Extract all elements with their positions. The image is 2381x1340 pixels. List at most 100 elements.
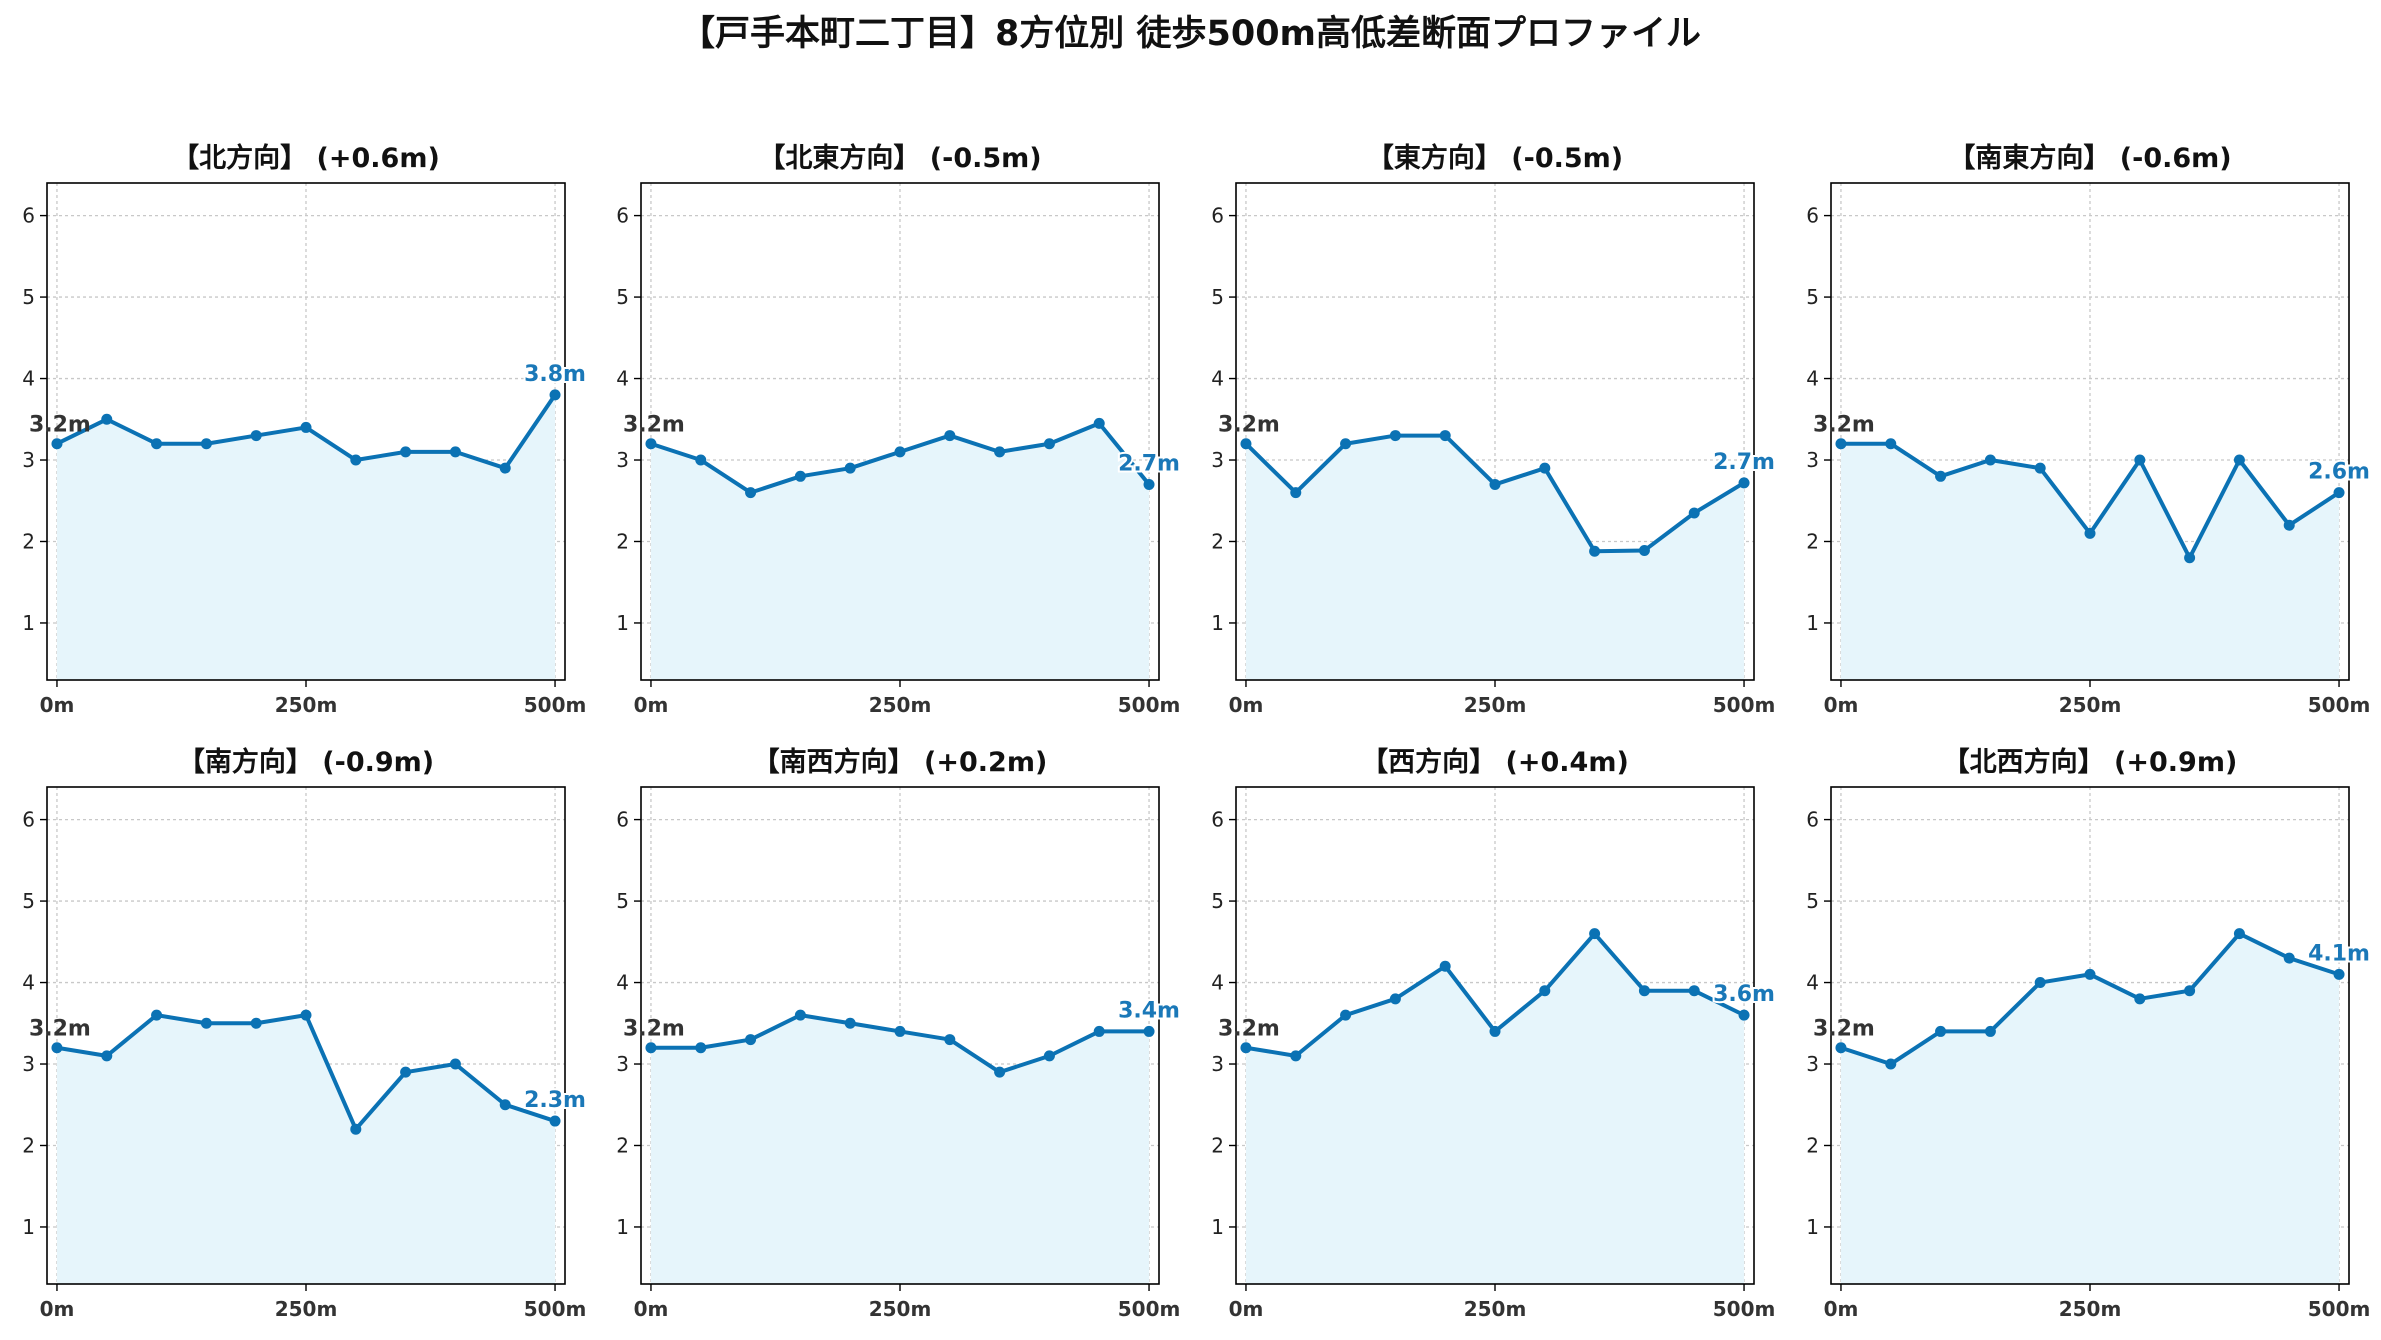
data-point: [350, 454, 362, 466]
y-tick-label: 3: [1211, 1052, 1224, 1076]
data-point: [101, 413, 113, 425]
subplot-8: 【北西方向】 (+0.9m) 1 2 3 4 5 6 0m 250m 500m 3.2m 4.1m: [1806, 746, 2372, 1321]
data-point: [499, 462, 511, 474]
x-tick-label: 0m: [1824, 693, 1859, 717]
subplot-title: 【西方向】 (+0.4m): [1361, 746, 1629, 778]
data-point: [2084, 527, 2096, 539]
data-point: [2283, 519, 2295, 531]
data-point: [944, 430, 956, 442]
data-point: [2084, 968, 2096, 980]
data-point: [300, 1009, 312, 1021]
data-point: [151, 1009, 163, 1021]
y-tick-label: 3: [616, 1052, 629, 1076]
y-tick-label: 3: [616, 448, 629, 472]
data-point: [1240, 1042, 1252, 1054]
y-tick-label: 4: [616, 367, 629, 391]
start-label: 3.2m: [1218, 1017, 1280, 1042]
area-fill: [1840, 443, 2340, 680]
subplot-title: 【南東方向】 (-0.6m): [1948, 142, 2231, 174]
x-tick-label: 500m: [2308, 1297, 2371, 1321]
area-fill: [56, 394, 556, 680]
area-fill: [1245, 435, 1745, 680]
data-point: [1688, 985, 1700, 997]
y-tick-label: 1: [616, 611, 629, 635]
end-label: 2.3m: [524, 1088, 586, 1113]
start-label: 3.2m: [1218, 413, 1280, 438]
y-tick-label: 4: [1211, 971, 1224, 995]
area-fill: [1245, 933, 1745, 1284]
data-point: [2134, 454, 2146, 466]
start-label: 3.2m: [1813, 413, 1875, 438]
subplot-title: 【北東方向】 (-0.5m): [758, 142, 1041, 174]
data-point: [2233, 928, 2245, 940]
data-point: [1290, 1050, 1302, 1062]
data-point: [200, 1017, 212, 1029]
data-point: [745, 487, 757, 499]
y-tick-label: 6: [1211, 808, 1224, 832]
data-point: [2283, 952, 2295, 964]
data-point: [549, 1115, 561, 1127]
data-point: [1638, 985, 1650, 997]
figure-title: 【戸手本町二丁目】8方位別 徒歩500m高低差断面プロファイル: [679, 14, 1702, 54]
data-point: [645, 438, 657, 450]
data-point: [1143, 478, 1155, 490]
start-label: 3.2m: [623, 413, 685, 438]
data-point: [794, 1009, 806, 1021]
data-point: [894, 446, 906, 458]
y-tick-label: 2: [22, 529, 35, 553]
x-tick-label: 0m: [634, 693, 669, 717]
x-tick-label: 250m: [869, 1297, 932, 1321]
y-tick-label: 2: [1806, 529, 1819, 553]
data-point: [151, 438, 163, 450]
data-point: [645, 1042, 657, 1054]
y-tick-label: 3: [22, 448, 35, 472]
data-point: [894, 1025, 906, 1037]
y-tick-label: 6: [616, 808, 629, 832]
data-point: [1290, 487, 1302, 499]
data-point: [1093, 417, 1105, 429]
y-tick-label: 2: [22, 1133, 35, 1157]
x-tick-label: 250m: [275, 693, 338, 717]
x-tick-label: 250m: [2059, 693, 2122, 717]
data-point: [1439, 430, 1451, 442]
data-point: [51, 438, 63, 450]
subplot-3: 【東方向】 (-0.5m) 1 2 3 4 5 6 0m 250m 500m 3.2m 2.7m: [1211, 142, 1777, 717]
y-tick-label: 1: [22, 1215, 35, 1239]
data-point: [2333, 968, 2345, 980]
y-tick-label: 4: [22, 971, 35, 995]
data-point: [2134, 993, 2146, 1005]
subplot-4: 【南東方向】 (-0.6m) 1 2 3 4 5 6 0m 250m 500m 3.2m 2.6m: [1806, 142, 2372, 717]
data-point: [1439, 960, 1451, 972]
end-label: 3.4m: [1118, 998, 1180, 1023]
y-tick-label: 5: [1806, 889, 1819, 913]
y-tick-label: 2: [1211, 1133, 1224, 1157]
data-point: [449, 1058, 461, 1070]
subplot-1: 【北方向】 (+0.6m) 1 2 3 4 5 6 0m 250m 500m 3.2m 3.8m: [22, 142, 588, 717]
y-tick-label: 1: [1806, 1215, 1819, 1239]
data-point: [1389, 430, 1401, 442]
x-tick-label: 500m: [1118, 1297, 1181, 1321]
data-point: [2333, 487, 2345, 499]
data-point: [1340, 438, 1352, 450]
subplot-2: 【北東方向】 (-0.5m) 1 2 3 4 5 6 0m 250m 500m 3.2m 2.7m: [616, 142, 1182, 717]
y-tick-label: 3: [1806, 448, 1819, 472]
subplot-title: 【南方向】 (-0.9m): [178, 746, 434, 778]
y-tick-label: 3: [1806, 1052, 1819, 1076]
subplot-title: 【北西方向】 (+0.9m): [1943, 746, 2238, 778]
start-label: 3.2m: [29, 1017, 91, 1042]
data-point: [1688, 507, 1700, 519]
data-point: [844, 1017, 856, 1029]
end-label: 2.6m: [2308, 460, 2370, 485]
x-tick-label: 500m: [1713, 693, 1776, 717]
y-tick-label: 4: [22, 367, 35, 391]
data-point: [101, 1050, 113, 1062]
data-point: [1738, 1009, 1750, 1021]
x-tick-label: 500m: [2308, 693, 2371, 717]
data-point: [2184, 985, 2196, 997]
data-point: [1738, 477, 1750, 489]
y-tick-label: 5: [616, 285, 629, 309]
data-point: [549, 389, 561, 401]
data-point: [1835, 1042, 1847, 1054]
y-tick-label: 5: [1806, 285, 1819, 309]
